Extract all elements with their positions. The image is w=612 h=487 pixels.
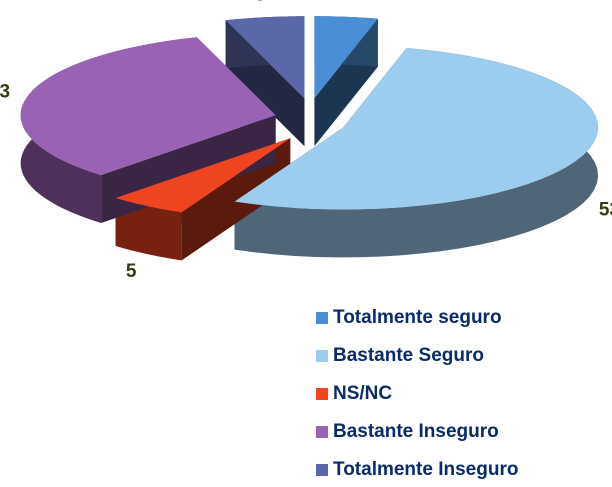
slice	[115, 138, 291, 213]
value-label: 5	[126, 261, 137, 282]
slice	[20, 37, 276, 175]
slice	[234, 48, 599, 210]
slice	[225, 16, 305, 99]
value-label: 33	[0, 82, 10, 103]
legend-swatch	[316, 312, 328, 324]
legend-swatch	[316, 388, 328, 400]
legend-label: Totalmente Inseguro	[333, 459, 518, 480]
value-label: 4	[345, 0, 356, 5]
slice-wall	[115, 197, 182, 261]
legend-label: Bastante Seguro	[333, 345, 484, 366]
legend-swatch	[316, 350, 328, 362]
value-label: 5	[255, 0, 266, 6]
legend-label: Totalmente seguro	[333, 307, 502, 328]
legend-swatch	[316, 426, 328, 438]
legend-label: Bastante Inseguro	[333, 421, 499, 442]
legend-label: NS/NC	[333, 383, 392, 404]
legend-swatch	[316, 464, 328, 476]
slice	[314, 16, 378, 99]
value-label: 53	[599, 200, 612, 221]
